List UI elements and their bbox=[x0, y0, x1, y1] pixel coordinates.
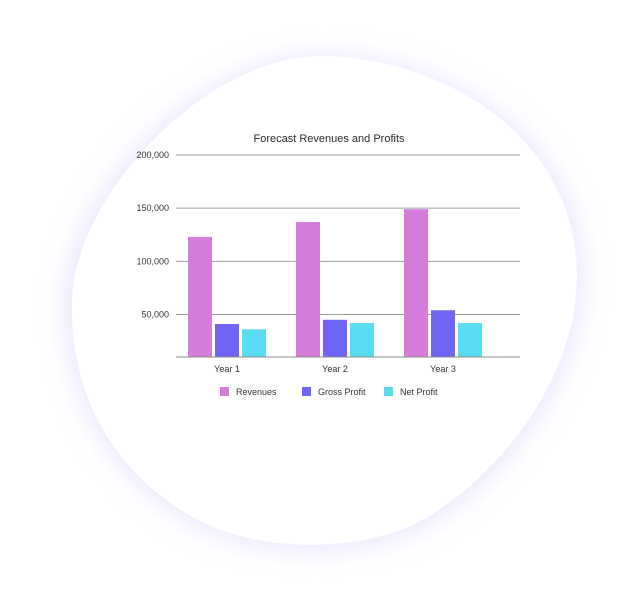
gridlines bbox=[176, 154, 520, 315]
legend-label: Revenues bbox=[236, 387, 277, 397]
y-tick-label: 150,000 bbox=[136, 203, 169, 213]
x-category-label: Year 1 bbox=[214, 364, 240, 374]
legend-label: Net Profit bbox=[400, 387, 438, 397]
chart-title: Forecast Revenues and Profits bbox=[253, 133, 405, 145]
legend-item-revenues: Revenues bbox=[220, 387, 277, 397]
legend-label: Gross Profit bbox=[318, 387, 366, 397]
bar-net-profit-year-3 bbox=[458, 322, 482, 357]
bar-revenues-year-3 bbox=[404, 209, 428, 357]
y-tick-label: 200,000 bbox=[136, 150, 169, 160]
legend: Revenues Gross Profit Net Profit bbox=[220, 387, 438, 397]
bar-gross-profit-year-2 bbox=[323, 319, 347, 357]
legend-item-net-profit: Net Profit bbox=[384, 387, 438, 397]
bar-net-profit-year-2 bbox=[350, 322, 374, 357]
x-axis-category-labels: Year 1 Year 2 Year 3 bbox=[214, 364, 456, 374]
x-category-label: Year 3 bbox=[430, 364, 456, 374]
bars bbox=[188, 209, 482, 357]
bar-net-profit-year-1 bbox=[242, 329, 266, 357]
plot-area: Forecast Revenues and Profits 50,000 100,… bbox=[136, 133, 520, 397]
bar-revenues-year-1 bbox=[188, 236, 212, 357]
y-axis-tick-labels: 50,000 100,000 150,000 200,000 bbox=[136, 150, 169, 319]
legend-swatch bbox=[302, 387, 311, 396]
bar-gross-profit-year-1 bbox=[215, 324, 239, 357]
legend-swatch bbox=[384, 387, 393, 396]
x-category-label: Year 2 bbox=[322, 364, 348, 374]
legend-item-gross-profit: Gross Profit bbox=[302, 387, 366, 397]
backdrop-blob bbox=[61, 52, 587, 554]
y-tick-label: 50,000 bbox=[141, 309, 169, 319]
legend-swatch bbox=[220, 387, 229, 396]
backdrop-blob-shape bbox=[71, 56, 577, 545]
bar-gross-profit-year-3 bbox=[431, 310, 455, 357]
y-tick-label: 100,000 bbox=[136, 256, 169, 266]
bar-revenues-year-2 bbox=[296, 221, 320, 357]
